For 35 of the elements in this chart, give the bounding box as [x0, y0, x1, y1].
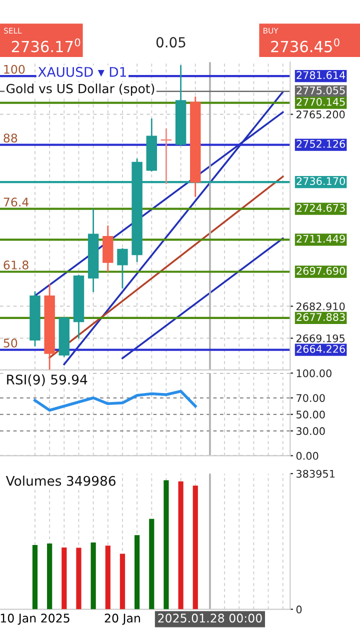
- text: 2736.17$^{0}$: [12, 38, 80, 52]
- x-tick-label: 2025.01.28 00:00: [158, 614, 262, 623]
- ref-line-label: 2781.614: [296, 71, 346, 80]
- ref-line-label: 2697.690: [296, 266, 345, 275]
- annotation: 100: [4, 64, 25, 74]
- y-tick-label: 30.00: [296, 427, 325, 436]
- ref-line-label: 2724.673: [296, 204, 345, 212]
- ref-line-label: 2664.226: [296, 344, 346, 353]
- y-tick-label: 0.00: [296, 452, 318, 460]
- y-tick-label: 0: [296, 606, 302, 614]
- chart-title: Volumes 349986: [6, 476, 116, 486]
- ref-line-label: 2775.055: [296, 86, 345, 94]
- y-tick-label: 383951: [296, 470, 335, 478]
- y-tick-label: 50.00: [296, 410, 325, 419]
- x-tick-label: 10 Jan 2025: [0, 614, 70, 625]
- ref-line-label: 2770.145: [296, 98, 345, 106]
- chart-title: RSI(9) 59.94: [7, 374, 88, 386]
- text: 0.05: [156, 37, 186, 48]
- text: 2736.45$^{0}$: [271, 38, 340, 52]
- annotation: 88: [4, 134, 18, 143]
- y-tick-label: 2682.910: [296, 302, 345, 310]
- ref-line-label: 2752.126: [296, 140, 346, 148]
- x-tick-label: 20 Jan: [104, 614, 140, 625]
- annotation: 50: [4, 338, 18, 348]
- ref-line-label: 2711.449: [296, 234, 345, 243]
- chart-title: XAUUSD ▾ D1: [38, 66, 126, 77]
- y-tick-label: 2669.195: [296, 334, 345, 342]
- annotation: 61.8: [4, 260, 28, 270]
- ref-line-label: 2677.883: [296, 313, 345, 321]
- y-tick-label: 70.00: [296, 394, 325, 402]
- text: Gold vs US Dollar (spot): [6, 84, 154, 96]
- y-tick-label: 2765.200: [296, 110, 345, 118]
- y-tick-label: 100.00: [296, 369, 332, 378]
- ref-line-label: 2736.170: [296, 177, 345, 186]
- annotation: 76.4: [4, 198, 29, 207]
